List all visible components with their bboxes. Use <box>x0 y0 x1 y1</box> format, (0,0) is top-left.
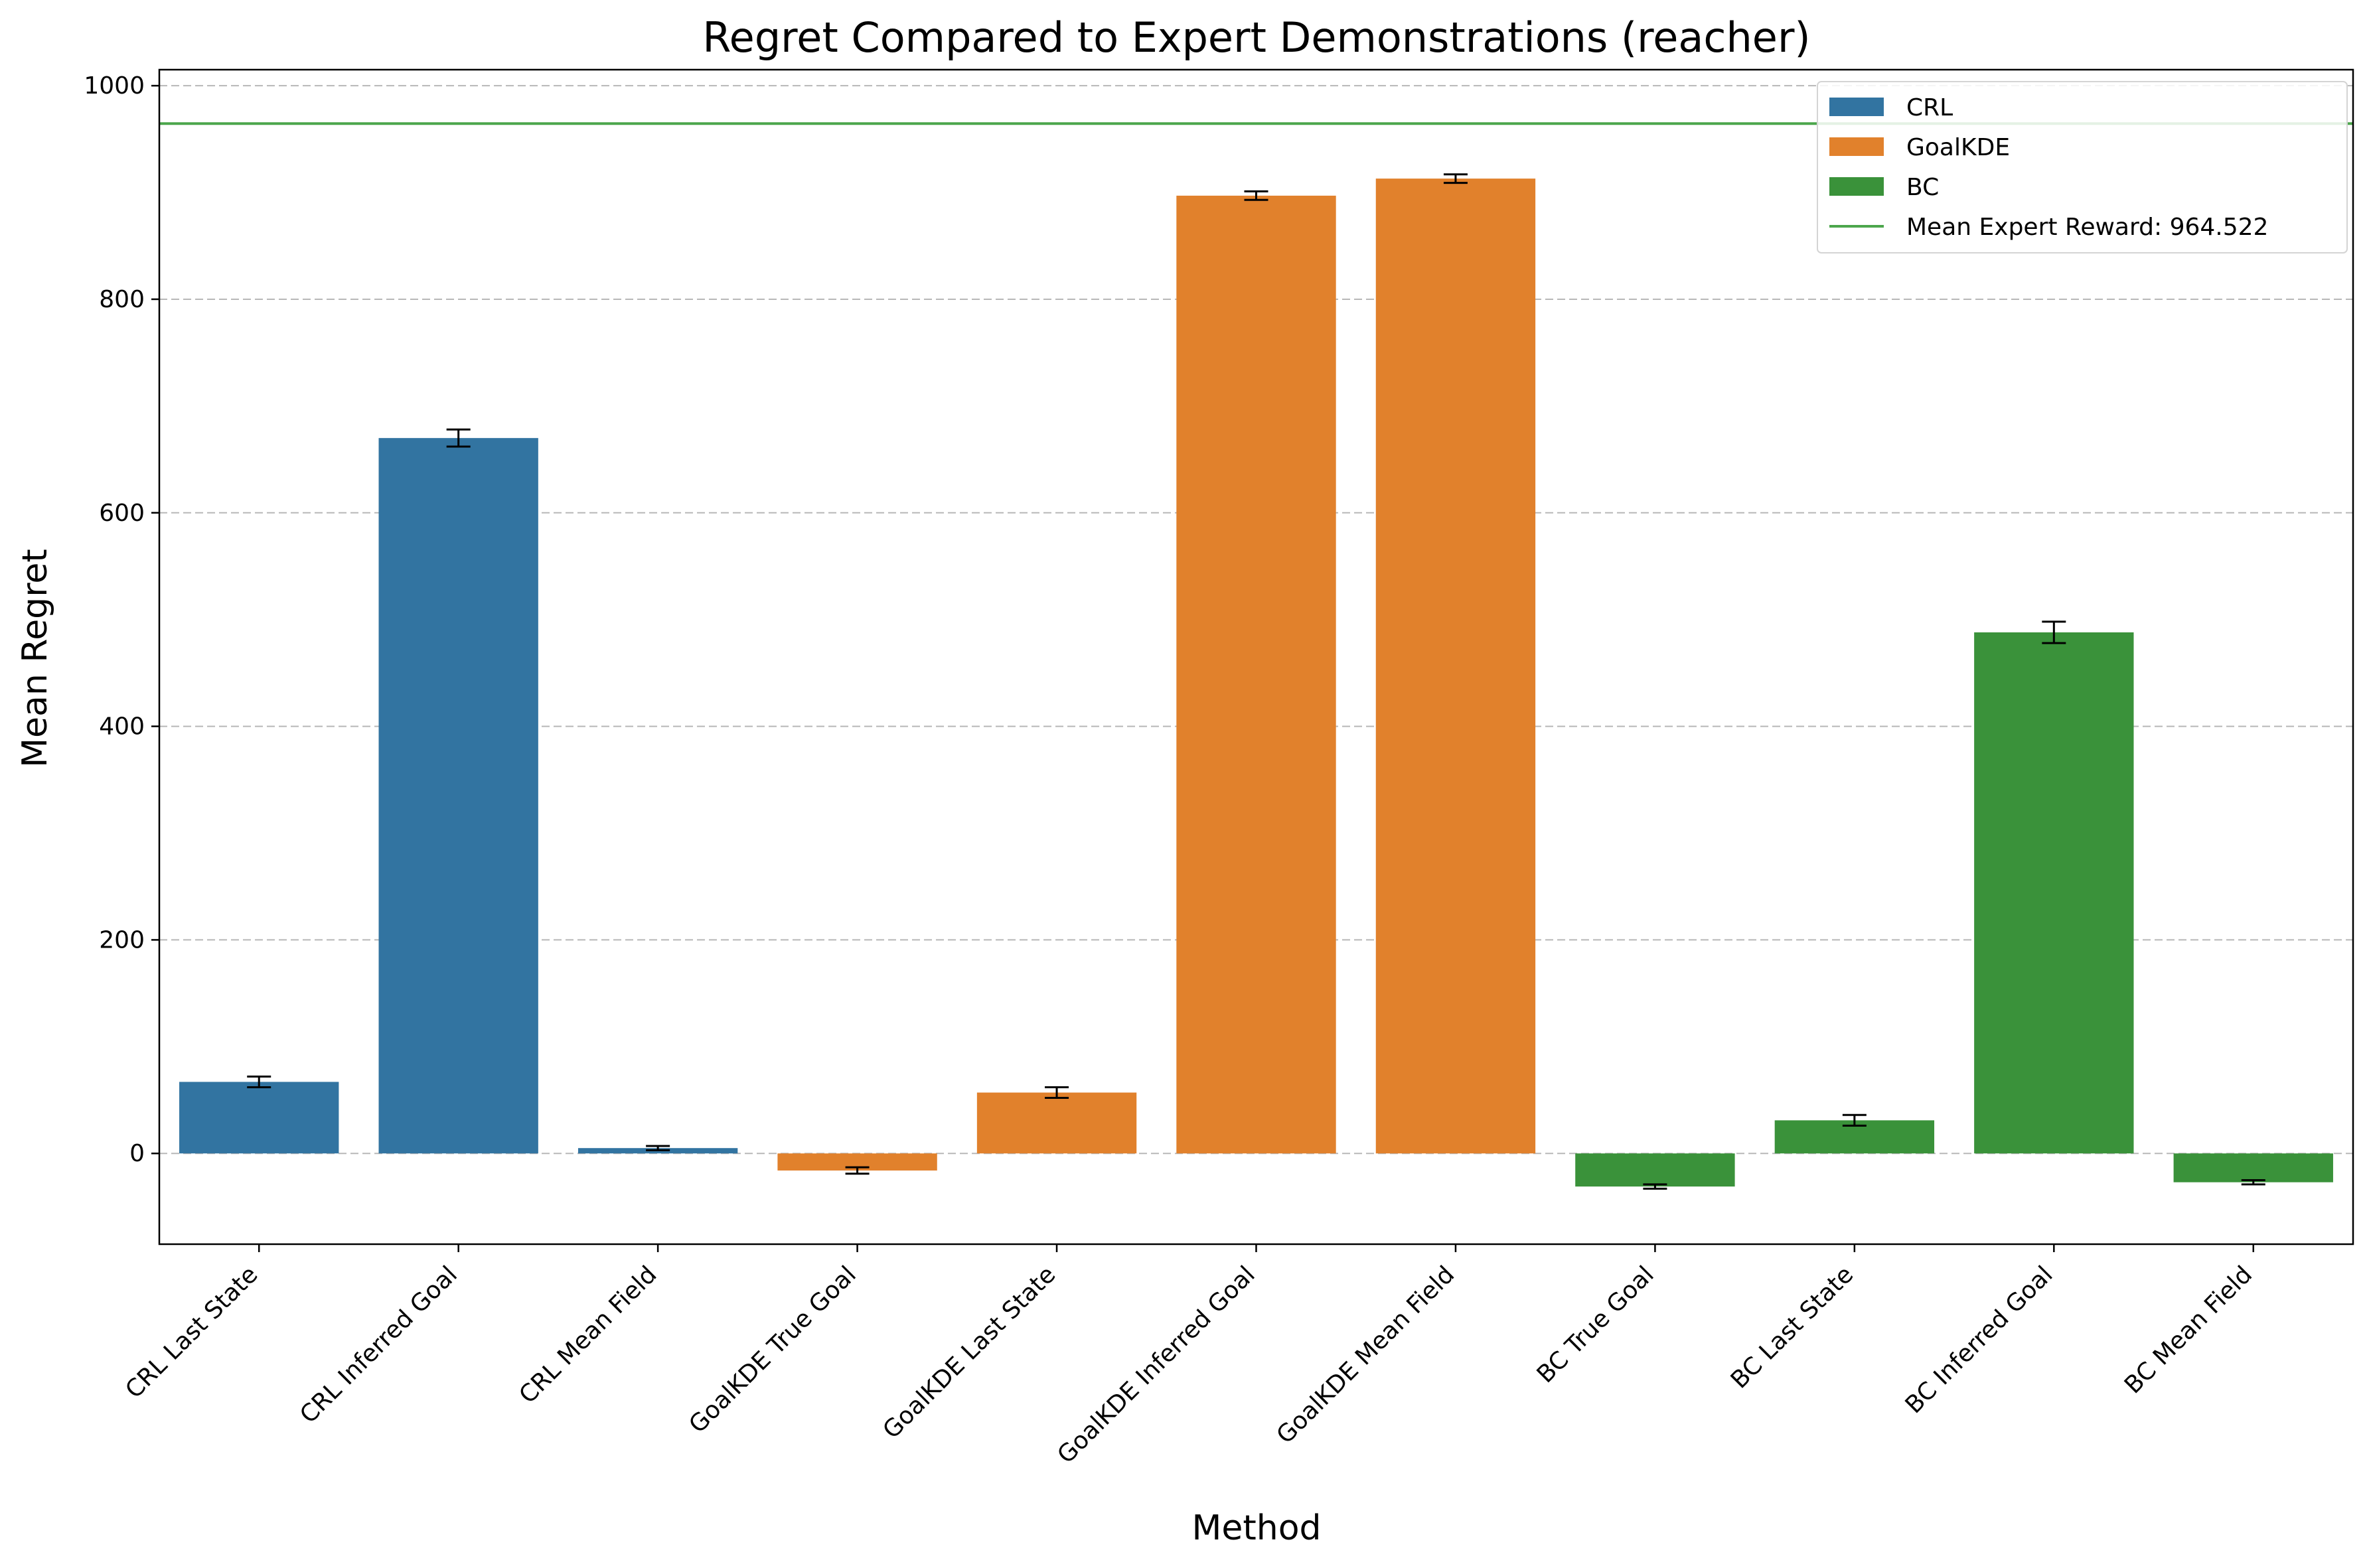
x-axis-label: Method <box>1191 1508 1321 1548</box>
legend-label: Mean Expert Reward: 964.522 <box>1906 214 2268 241</box>
bar <box>1176 195 1336 1154</box>
bar <box>378 438 538 1154</box>
legend-swatch <box>1829 98 1884 116</box>
legend-swatch <box>1829 137 1884 156</box>
bar <box>1575 1153 1735 1187</box>
legend-box <box>1817 81 2348 253</box>
y-tick-label: 800 <box>99 286 145 313</box>
bar <box>2173 1153 2333 1182</box>
y-tick-label: 1000 <box>84 72 145 100</box>
bar <box>1974 632 2134 1154</box>
bar <box>1375 178 1536 1154</box>
legend-swatch <box>1829 177 1884 196</box>
y-tick-label: 0 <box>129 1140 145 1167</box>
y-tick-label: 400 <box>99 713 145 741</box>
y-tick-label: 200 <box>99 926 145 954</box>
legend: CRL GoalKDE BC Mean Expert Reward: 964.522 <box>1817 81 2348 253</box>
legend-label: BC <box>1906 174 1939 201</box>
y-tick-label: 600 <box>99 500 145 527</box>
legend-label: CRL <box>1906 94 1953 121</box>
error-bars <box>247 173 2265 1190</box>
y-axis-ticks: 0 200 400 600 800 1000 <box>84 72 159 1167</box>
chart-title: Regret Compared to Expert Demonstrations… <box>702 13 1810 62</box>
bar <box>179 1082 339 1154</box>
y-axis-label: Mean Regret <box>15 549 55 768</box>
legend-label: GoalKDE <box>1906 134 2010 161</box>
bar <box>976 1092 1137 1154</box>
bars <box>179 178 2333 1187</box>
